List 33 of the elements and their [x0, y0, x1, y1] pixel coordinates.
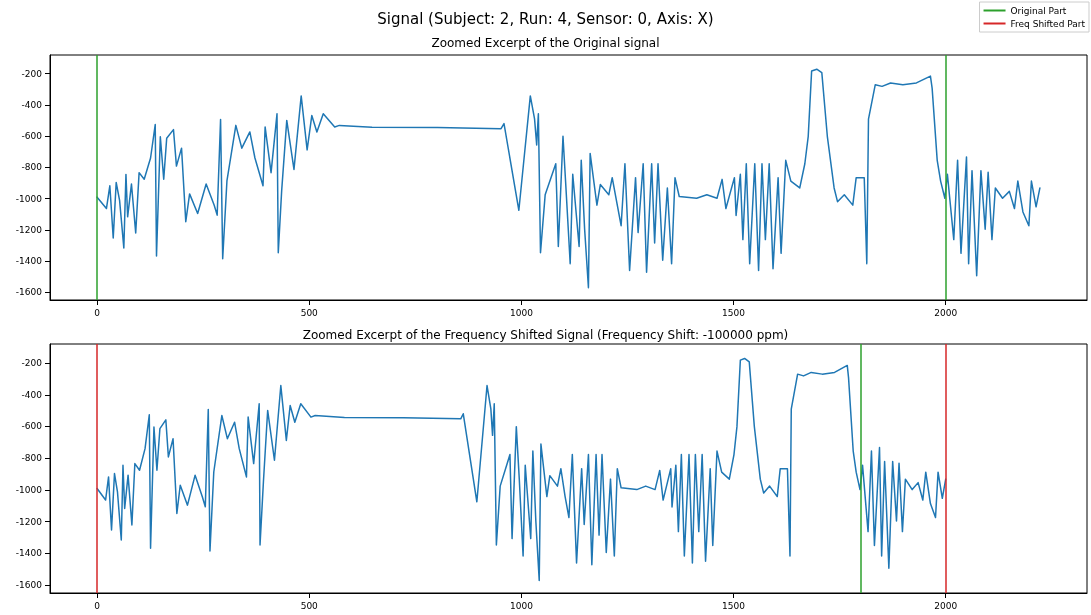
x-tick-label: 1000	[509, 307, 534, 318]
y-tick-label: -800	[21, 162, 43, 173]
line-series	[96, 357, 947, 582]
chart-title: Zoomed Excerpt of the Frequency Shifted Signal (Frequency Shift: -100000 ppm)	[302, 328, 789, 342]
x-tick-label: 2000	[934, 600, 958, 611]
x-tick-label: 0	[94, 307, 101, 318]
y-tick-label: -200	[21, 358, 43, 369]
y-tick-label: -1200	[15, 516, 43, 527]
y-tick-label: -200	[21, 68, 43, 79]
x-tick-label: 1500	[722, 307, 746, 318]
x-tick-label: 2000	[934, 307, 958, 318]
y-tick-label: -1600	[15, 287, 43, 298]
y-tick-label: -1200	[15, 224, 43, 235]
y-tick-label: -1400	[15, 255, 43, 266]
y-tick-label: -600	[21, 421, 43, 432]
y-tick-label: -1000	[15, 484, 43, 495]
x-tick-label: 1000	[509, 600, 534, 611]
x-tick-label: 500	[300, 307, 319, 318]
y-tick-label: -1000	[15, 193, 43, 204]
line-series	[96, 68, 1041, 289]
x-tick-label: 500	[300, 600, 319, 611]
chart-subtitle: Zoomed Excerpt of the Original signal	[431, 36, 660, 50]
x-tick-label: 1500	[722, 600, 746, 611]
legend-label: Original Part	[1010, 5, 1067, 16]
x-tick-label: 0	[94, 600, 101, 611]
chart-title: Signal (Subject: 2, Run: 4, Sensor: 0, Axis: X)	[377, 9, 714, 28]
y-tick-label: -400	[21, 99, 43, 110]
y-tick-label: -600	[21, 131, 43, 142]
y-tick-label: -1600	[15, 580, 43, 591]
y-tick-label: -800	[21, 453, 43, 464]
y-tick-label: -400	[21, 389, 43, 400]
y-tick-label: -1400	[15, 548, 43, 559]
text: Freq Shifted Part	[1010, 18, 1086, 29]
